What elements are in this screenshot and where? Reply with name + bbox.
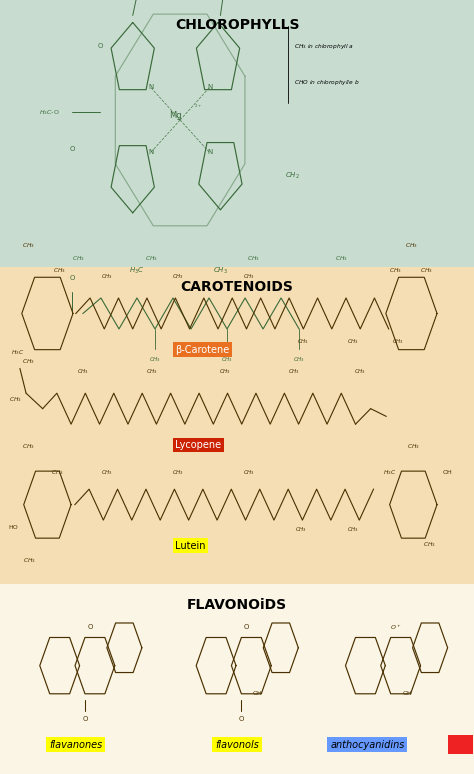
Text: $^{2+}$: $^{2+}$ [194, 104, 202, 108]
Text: O: O [69, 275, 75, 281]
Text: HO: HO [9, 526, 18, 530]
Text: $CH_3$: $CH_3$ [22, 442, 35, 451]
Bar [448, 735, 473, 754]
Text: N: N [148, 149, 154, 156]
Text: $CH_3$: $CH_3$ [146, 367, 158, 376]
Text: $CH_3$: $CH_3$ [407, 442, 419, 451]
Text: $CH_3$: $CH_3$ [100, 272, 113, 281]
Text: $CH_3$: $CH_3$ [172, 467, 184, 477]
Text: N: N [207, 149, 212, 156]
Bar [0, 584, 474, 774]
Text: O: O [82, 716, 88, 722]
Text: $CH_3$: $CH_3$ [295, 525, 307, 534]
Text: $H_3C$: $H_3C$ [129, 265, 144, 276]
Text: $CH_3$: $CH_3$ [22, 241, 35, 250]
Text: O: O [87, 625, 93, 630]
Text: OH: OH [402, 690, 412, 696]
Text: $CH_3$: $CH_3$ [243, 272, 255, 281]
Text: $CH_3$: $CH_3$ [54, 266, 66, 276]
Text: O: O [239, 716, 244, 722]
Text: $CH_3$: $CH_3$ [219, 367, 231, 376]
Text: $CH_3$: $CH_3$ [297, 337, 310, 346]
Text: $CH_3$: $CH_3$ [149, 355, 161, 365]
Text: $CH_3$: $CH_3$ [243, 467, 255, 477]
Text: $CH_3$: $CH_3$ [9, 395, 21, 404]
Text: $CH_3$: $CH_3$ [288, 367, 300, 376]
Text: CAROTENOIDS: CAROTENOIDS [181, 280, 293, 294]
Text: CHLOROPHYLLS: CHLOROPHYLLS [175, 18, 299, 32]
Text: anthocyanidins: anthocyanidins [330, 740, 404, 749]
Text: $CH_3$: $CH_3$ [335, 254, 347, 263]
Text: O: O [98, 43, 103, 50]
Text: flavanones: flavanones [49, 740, 102, 749]
Text: $H_3C$: $H_3C$ [11, 348, 25, 358]
Text: $CH_3$: $CH_3$ [392, 337, 404, 346]
Text: OH: OH [443, 470, 453, 474]
Text: $CH_3$: $CH_3$ [22, 357, 35, 366]
Text: O: O [69, 146, 75, 152]
Text: Lycopene: Lycopene [175, 440, 221, 450]
Text: $CH_3$ in chlorophyll $a$: $CH_3$ in chlorophyll $a$ [294, 42, 354, 51]
Text: $CH_3$: $CH_3$ [77, 367, 89, 376]
Text: $CH_3$: $CH_3$ [354, 367, 366, 376]
Text: $CH_3$: $CH_3$ [293, 355, 305, 365]
Text: CHO in chlorophylle $b$: CHO in chlorophylle $b$ [294, 78, 359, 87]
Text: $CH_3$: $CH_3$ [423, 540, 435, 550]
Text: $CH_3$: $CH_3$ [100, 467, 113, 477]
Text: $CH_3$: $CH_3$ [390, 266, 402, 276]
Text: $CH_2$: $CH_2$ [285, 170, 300, 181]
Text: $H_3C$: $H_3C$ [383, 467, 396, 477]
Text: $H_3C$-O: $H_3C$-O [39, 108, 60, 117]
Text: $CH_3$: $CH_3$ [347, 525, 359, 534]
Text: $CH_3$: $CH_3$ [213, 265, 228, 276]
Text: Mg: Mg [169, 111, 182, 120]
Text: N: N [148, 84, 154, 91]
Text: flavonols: flavonols [215, 740, 259, 749]
Bar [0, 267, 474, 584]
Text: FLAVONOiDS: FLAVONOiDS [187, 598, 287, 611]
Text: N: N [207, 84, 212, 91]
Text: $CH_3$: $CH_3$ [52, 467, 64, 477]
Text: $CH_3$: $CH_3$ [420, 266, 433, 276]
Text: $O^+$: $O^+$ [390, 623, 401, 632]
Text: $CH_3$: $CH_3$ [405, 241, 418, 250]
Text: β-Carotene: β-Carotene [175, 345, 229, 354]
Text: Lutein: Lutein [175, 541, 206, 550]
Text: $CH_3$: $CH_3$ [72, 254, 84, 263]
Text: $CH_3$: $CH_3$ [221, 355, 233, 365]
Text: $CH_3$: $CH_3$ [23, 556, 36, 565]
Text: $CH_3$: $CH_3$ [146, 254, 158, 263]
Text: $CH_3$: $CH_3$ [347, 337, 359, 346]
Text: $CH_3$: $CH_3$ [172, 272, 184, 281]
Text: O: O [244, 625, 249, 630]
Text: $CH_3$: $CH_3$ [247, 254, 260, 263]
Text: OH: OH [253, 690, 263, 696]
Bar [0, 0, 474, 267]
